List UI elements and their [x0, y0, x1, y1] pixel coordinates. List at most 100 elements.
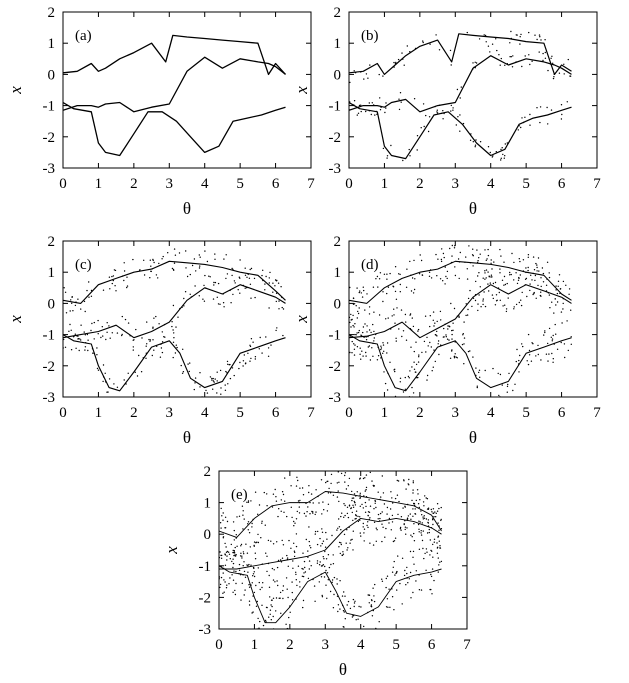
- scatter-point: [247, 500, 250, 502]
- scatter-point: [539, 121, 541, 124]
- scatter-point: [436, 109, 438, 111]
- scatter-point: [421, 351, 423, 354]
- scatter-point: [554, 323, 556, 326]
- scatter-point: [220, 576, 223, 579]
- scatter-point: [258, 348, 260, 350]
- scatter-point: [401, 603, 403, 605]
- scatter-point: [308, 568, 310, 570]
- scatter-point: [96, 354, 98, 356]
- scatter-point: [370, 599, 373, 601]
- scatter-point: [297, 565, 300, 567]
- scatter-point: [394, 537, 397, 539]
- scatter-point: [212, 298, 215, 300]
- scatter-point: [454, 353, 456, 355]
- scatter-point: [386, 598, 389, 600]
- scatter-point: [323, 558, 325, 560]
- scatter-points: [219, 471, 443, 633]
- scatter-point: [162, 255, 164, 258]
- scatter-point: [430, 549, 432, 552]
- scatter-point: [558, 72, 561, 74]
- scatter-point: [504, 143, 506, 145]
- scatter-point: [349, 316, 351, 319]
- scatter-point: [290, 506, 292, 508]
- scatter-point: [231, 574, 233, 576]
- scatter-point: [175, 344, 177, 346]
- scatter-point: [212, 380, 215, 382]
- scatter-point: [500, 148, 502, 151]
- scatter-point: [274, 285, 276, 287]
- y-tick-label: -1: [329, 99, 342, 115]
- scatter-point: [503, 157, 505, 159]
- scatter-point: [247, 273, 249, 276]
- scatter-point: [415, 570, 417, 572]
- scatter-point: [423, 517, 426, 519]
- scatter-point: [409, 260, 411, 263]
- scatter-point: [520, 304, 523, 307]
- scatter-point: [262, 582, 264, 584]
- scatter-point: [347, 516, 350, 519]
- scatter-point: [451, 333, 453, 336]
- scatter-point: [318, 581, 320, 583]
- scatter-point: [352, 314, 354, 317]
- scatter-point: [101, 326, 104, 328]
- scatter-point: [422, 516, 424, 518]
- scatter-point: [537, 284, 539, 287]
- scatter-point: [377, 632, 378, 633]
- scatter-point: [540, 295, 542, 297]
- scatter-point: [413, 259, 415, 262]
- scatter-point: [356, 287, 358, 289]
- scatter-point: [302, 552, 304, 554]
- scatter-point: [219, 556, 221, 559]
- scatter-point: [387, 286, 390, 288]
- scatter-point: [291, 581, 293, 583]
- scatter-point: [83, 300, 86, 303]
- scatter-point: [436, 552, 439, 554]
- scatter-point: [362, 522, 364, 525]
- scatter-point: [367, 335, 369, 338]
- scatter-point: [395, 340, 397, 342]
- scatter-point: [232, 562, 235, 565]
- scatter-point: [65, 312, 68, 314]
- scatter-point: [550, 336, 552, 338]
- scatter-point: [563, 63, 565, 65]
- scatter-point: [219, 578, 220, 580]
- scatter-point: [149, 259, 151, 261]
- scatter-point: [536, 266, 538, 269]
- series-3-curve: [63, 334, 286, 392]
- scatter-point: [418, 520, 420, 522]
- scatter-point: [310, 493, 313, 495]
- y-tick-label: 1: [334, 36, 342, 52]
- scatter-point: [426, 532, 429, 534]
- scatter-point: [231, 267, 233, 270]
- scatter-point: [453, 357, 456, 359]
- scatter-point: [456, 315, 459, 317]
- scatter-point: [437, 343, 439, 345]
- scatter-point: [490, 259, 492, 261]
- scatter-point: [344, 504, 346, 507]
- scatter-point: [390, 529, 392, 531]
- scatter-point: [516, 282, 519, 285]
- scatter-point: [444, 323, 446, 325]
- scatter-point: [259, 336, 261, 339]
- scatter-point: [521, 117, 523, 119]
- scatter-point: [478, 371, 480, 374]
- scatter-point: [490, 274, 493, 276]
- scatter-point: [332, 494, 335, 496]
- scatter-point: [349, 286, 351, 289]
- scatter-point: [378, 520, 381, 522]
- scatter-point: [451, 244, 453, 247]
- scatter-point: [570, 336, 572, 338]
- scatter-point: [381, 475, 383, 477]
- scatter-point: [556, 348, 559, 350]
- x-tick-label: 7: [307, 405, 315, 421]
- scatter-point: [191, 264, 194, 267]
- scatter-point: [522, 270, 525, 272]
- scatter-point: [521, 65, 523, 68]
- scatter-point: [281, 539, 283, 542]
- scatter-point: [242, 528, 244, 530]
- scatter-point: [518, 258, 520, 260]
- scatter-point: [402, 159, 404, 162]
- scatter-point: [510, 30, 512, 33]
- scatter-point: [412, 591, 414, 594]
- scatter-point: [537, 353, 539, 356]
